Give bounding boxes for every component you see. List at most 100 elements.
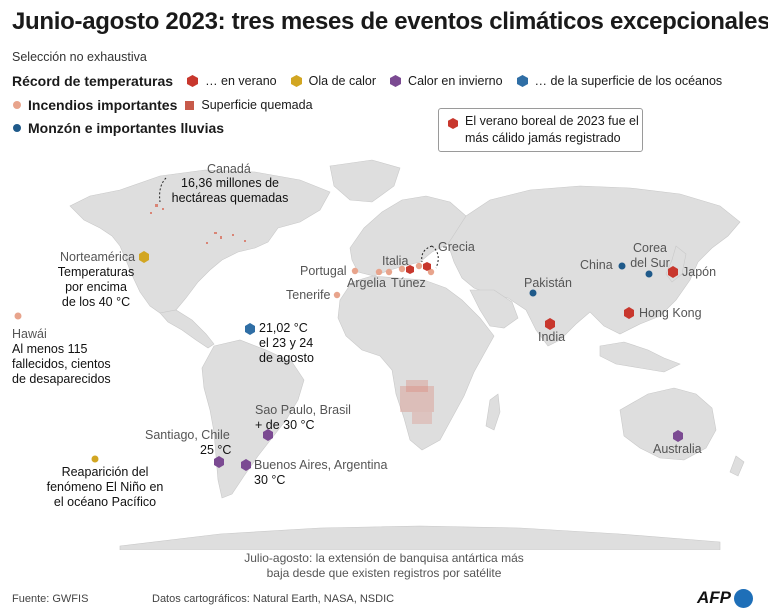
pakistan-monsoon-marker <box>529 289 537 297</box>
na-note-line-2: por encima <box>65 280 127 294</box>
label-algeria: Argelia <box>347 276 386 290</box>
antarctic-line-2: baja desde que existen registros por sat… <box>266 566 502 580</box>
label-canada-note: 16,36 millones de hectáreas quemadas <box>170 176 290 206</box>
legend-label-burned: Superficie quemada <box>201 98 313 112</box>
hawaii-fire-marker <box>14 312 22 320</box>
label-santiago: Santiago, Chile <box>145 428 230 442</box>
label-portugal: Portugal <box>300 264 347 278</box>
greece-summer-record-marker <box>423 262 431 271</box>
label-tenerife: Tenerife <box>286 288 331 302</box>
italy-summer-record-marker <box>406 265 414 274</box>
el-nino-line-3: el océano Pacífico <box>53 495 157 509</box>
label-buenos-aires-note: 30 °C <box>254 473 286 487</box>
canada-note-line-1: 16,36 millones de <box>181 176 279 190</box>
legend-heading-monsoon: Monzón e importantes lluvias <box>28 120 225 136</box>
label-japan: Japón <box>682 265 717 279</box>
label-pakistan: Pakistán <box>524 276 572 290</box>
madagascar-shape <box>485 393 501 431</box>
greece-fire-marker <box>415 262 423 270</box>
hawaii-note-line-3: de desaparecidos <box>12 372 111 386</box>
blue-hexagon-icon <box>516 75 528 87</box>
purple-hexagon-icon <box>390 75 402 87</box>
label-india: India <box>538 330 566 344</box>
algeria-fire-marker <box>375 268 383 276</box>
markers <box>14 251 683 471</box>
australia-shape <box>619 387 717 461</box>
legend-monsoon: Monzón e importantes lluvias <box>12 120 238 136</box>
tenerife-fire-marker <box>333 291 341 299</box>
australia-winter-marker <box>673 430 683 442</box>
santiago-winter-marker <box>214 456 224 468</box>
africa-shape <box>337 275 495 451</box>
label-north-america-note: Temperaturas por encima de los 40 °C <box>48 265 144 310</box>
greece-leader-line <box>421 245 433 263</box>
africa-burned-area <box>400 380 434 424</box>
india-summer-record-marker <box>545 318 555 330</box>
map-credits: Datos cartográficos: Natural Earth, NASA… <box>152 593 395 605</box>
source-note: Fuente: GWFIS <box>12 593 89 605</box>
label-canada: Canadá <box>207 162 251 176</box>
afp-logo: AFP <box>697 588 753 608</box>
southeast-asia-islands-shape <box>599 341 681 373</box>
legend-label-summer: … en verano <box>205 74 277 88</box>
square-icon <box>185 100 195 110</box>
legend-label-ocean: … de la superficie de los océanos <box>534 74 723 88</box>
page-title: Junio-agosto 2023: tres meses de eventos… <box>12 8 768 35</box>
legend-item-winter: Calor en invierno <box>390 74 503 88</box>
north-america-heatwave-marker <box>139 251 149 263</box>
legend-item-heatwave: Ola de calor <box>290 74 377 88</box>
yellow-hexagon-icon <box>290 75 302 87</box>
label-north-america: Norteamérica <box>60 250 136 264</box>
canada-leader-line <box>159 177 167 203</box>
north-america-shape <box>69 169 331 314</box>
antarctica-shape <box>119 525 721 550</box>
label-buenos-aires: Buenos Aires, Argentina <box>254 458 388 472</box>
hawaii-note-line-2: fallecidos, cientos <box>12 357 111 371</box>
legend-fires: Incendios importantes Superficie quemada <box>12 97 327 113</box>
label-ocean-temp: 21,02 °C el 23 y 24 de agosto <box>259 321 314 366</box>
label-sao-paulo: Sao Paulo, Brasil <box>255 403 351 417</box>
atlantic-ocean-record-marker <box>245 323 255 335</box>
greenland-shape <box>329 159 401 203</box>
new-zealand-shape <box>729 455 745 477</box>
legend-temperature-records: Récord de temperaturas … en verano Ola d… <box>12 73 736 89</box>
label-sao-paulo-note: + de 30 °C <box>255 418 315 432</box>
red-hexagon-icon <box>448 118 458 129</box>
hong-kong-summer-record-marker <box>624 307 634 319</box>
italy-fire-marker <box>398 265 406 273</box>
el-nino-marker <box>91 455 99 463</box>
label-china: China <box>580 258 613 272</box>
greece-fire-marker-2 <box>427 268 435 276</box>
china-monsoon-marker <box>618 262 626 270</box>
label-el-nino: Reaparición del fenómeno El Niño en el o… <box>44 465 166 510</box>
japan-summer-record-marker <box>668 266 678 278</box>
world-map <box>14 159 745 550</box>
arabia-shape <box>469 289 519 329</box>
summer-record-callout: El verano boreal de 2023 fue el más cáli… <box>438 108 643 152</box>
label-australia: Australia <box>653 442 702 456</box>
antarctic-note: Julio-agosto: la extensión de banquisa a… <box>0 551 768 581</box>
subtitle: Selección no exhaustiva <box>12 50 147 64</box>
buenos-aires-winter-marker <box>241 459 251 471</box>
red-hexagon-icon <box>187 75 199 87</box>
south-america-shape <box>201 339 305 499</box>
canada-burned-area <box>150 204 246 244</box>
na-note-line-1: Temperaturas <box>57 265 135 279</box>
legend-item-ocean: … de la superficie de los océanos <box>516 74 723 88</box>
label-santiago-note: 25 °C <box>200 443 232 457</box>
label-greece: Grecia <box>438 240 475 254</box>
legend-heading-fires: Incendios importantes <box>28 97 178 113</box>
legend-item-summer: … en verano <box>187 74 277 88</box>
legend-heading-temperature: Récord de temperaturas <box>12 73 174 89</box>
continents <box>69 159 745 550</box>
burned-areas <box>150 204 434 424</box>
legend-label-heatwave: Ola de calor <box>308 74 377 88</box>
el-nino-line-1: Reaparición del <box>61 465 149 479</box>
central-america-shape <box>159 309 215 349</box>
legend-label-winter: Calor en invierno <box>408 74 503 88</box>
south-korea-line-2: del Sur <box>630 256 670 270</box>
sao-paulo-winter-marker <box>263 429 273 441</box>
label-hawaii-note: Al menos 115 fallecidos, cientos de desa… <box>12 342 111 387</box>
label-hawaii: Hawái <box>12 327 47 341</box>
afp-logo-ball-icon <box>734 588 753 608</box>
